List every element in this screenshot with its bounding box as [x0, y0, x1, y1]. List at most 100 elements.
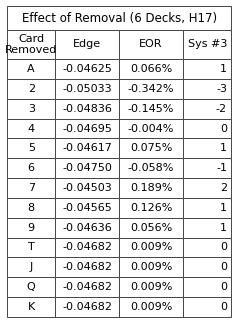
- Text: K: K: [28, 302, 35, 312]
- Bar: [119, 237, 183, 257]
- Bar: [7, 257, 55, 277]
- Text: -0.04565: -0.04565: [62, 203, 112, 213]
- Bar: [7, 59, 55, 79]
- Bar: [55, 218, 119, 237]
- Text: 0.009%: 0.009%: [130, 243, 172, 252]
- Bar: [55, 59, 119, 79]
- Text: -0.04682: -0.04682: [62, 302, 112, 312]
- Text: -0.04750: -0.04750: [62, 163, 112, 173]
- Text: 0.189%: 0.189%: [130, 183, 172, 193]
- Text: -2: -2: [216, 104, 227, 114]
- Text: -0.04503: -0.04503: [62, 183, 112, 193]
- Bar: [55, 99, 119, 119]
- Text: -3: -3: [216, 84, 227, 94]
- Bar: [183, 79, 231, 99]
- Text: 0.075%: 0.075%: [130, 143, 172, 153]
- Bar: [7, 218, 55, 237]
- Bar: [183, 158, 231, 178]
- Bar: [183, 198, 231, 218]
- Bar: [119, 198, 183, 218]
- Bar: [183, 59, 231, 79]
- Text: 1: 1: [220, 64, 227, 74]
- Text: -0.145%: -0.145%: [128, 104, 174, 114]
- Text: Q: Q: [27, 282, 36, 292]
- Text: 0.009%: 0.009%: [130, 262, 172, 272]
- Bar: [55, 119, 119, 139]
- Bar: [55, 297, 119, 317]
- Bar: [119, 257, 183, 277]
- Text: Sys #3: Sys #3: [188, 39, 228, 49]
- Bar: [119, 30, 183, 59]
- Bar: [55, 79, 119, 99]
- Text: -0.04617: -0.04617: [62, 143, 112, 153]
- Text: -0.04682: -0.04682: [62, 262, 112, 272]
- Bar: [55, 178, 119, 198]
- Text: 1: 1: [220, 143, 227, 153]
- Bar: [119, 139, 183, 158]
- Text: -0.004%: -0.004%: [128, 124, 174, 133]
- Bar: [119, 218, 183, 237]
- Bar: [7, 119, 55, 139]
- Text: -0.04836: -0.04836: [62, 104, 112, 114]
- Bar: [119, 99, 183, 119]
- Text: -0.05033: -0.05033: [63, 84, 112, 94]
- Text: -0.04682: -0.04682: [62, 243, 112, 252]
- Bar: [7, 99, 55, 119]
- Bar: [183, 297, 231, 317]
- Bar: [119, 178, 183, 198]
- Text: A: A: [27, 64, 35, 74]
- Text: 7: 7: [28, 183, 35, 193]
- Bar: [183, 99, 231, 119]
- Bar: [119, 59, 183, 79]
- Text: 0: 0: [220, 243, 227, 252]
- Bar: [55, 257, 119, 277]
- Text: 3: 3: [28, 104, 35, 114]
- Text: Edge: Edge: [73, 39, 101, 49]
- Bar: [7, 139, 55, 158]
- Bar: [7, 198, 55, 218]
- Bar: [55, 158, 119, 178]
- Text: -0.04682: -0.04682: [62, 282, 112, 292]
- Bar: [119, 79, 183, 99]
- Text: 1: 1: [220, 223, 227, 233]
- Bar: [183, 119, 231, 139]
- Text: 0: 0: [220, 282, 227, 292]
- Text: 0.009%: 0.009%: [130, 282, 172, 292]
- Text: Effect of Removal (6 Decks, H17): Effect of Removal (6 Decks, H17): [22, 12, 217, 25]
- Bar: [183, 139, 231, 158]
- Text: -1: -1: [216, 163, 227, 173]
- Text: 2: 2: [28, 84, 35, 94]
- Text: 0: 0: [220, 302, 227, 312]
- Bar: [119, 119, 183, 139]
- Text: 8: 8: [28, 203, 35, 213]
- Bar: [7, 237, 55, 257]
- Text: T: T: [28, 243, 34, 252]
- Text: Card
Removed: Card Removed: [5, 34, 57, 55]
- Bar: [119, 158, 183, 178]
- Bar: [183, 218, 231, 237]
- Bar: [55, 277, 119, 297]
- Text: 0.066%: 0.066%: [130, 64, 172, 74]
- Bar: [183, 30, 231, 59]
- Bar: [55, 198, 119, 218]
- Text: -0.058%: -0.058%: [128, 163, 174, 173]
- Bar: [119, 297, 183, 317]
- Bar: [7, 277, 55, 297]
- Text: 6: 6: [28, 163, 35, 173]
- Text: 2: 2: [220, 183, 227, 193]
- Text: 0: 0: [220, 124, 227, 133]
- Text: 9: 9: [28, 223, 35, 233]
- Text: -0.342%: -0.342%: [128, 84, 174, 94]
- Bar: [183, 178, 231, 198]
- Bar: [119, 277, 183, 297]
- Text: 5: 5: [28, 143, 35, 153]
- Text: -0.04636: -0.04636: [62, 223, 112, 233]
- Text: 0.126%: 0.126%: [130, 203, 172, 213]
- Text: EOR: EOR: [139, 39, 163, 49]
- Bar: [183, 237, 231, 257]
- Bar: [55, 237, 119, 257]
- Text: -0.04625: -0.04625: [62, 64, 112, 74]
- Text: J: J: [30, 262, 33, 272]
- Text: 4: 4: [28, 124, 35, 133]
- Bar: [7, 79, 55, 99]
